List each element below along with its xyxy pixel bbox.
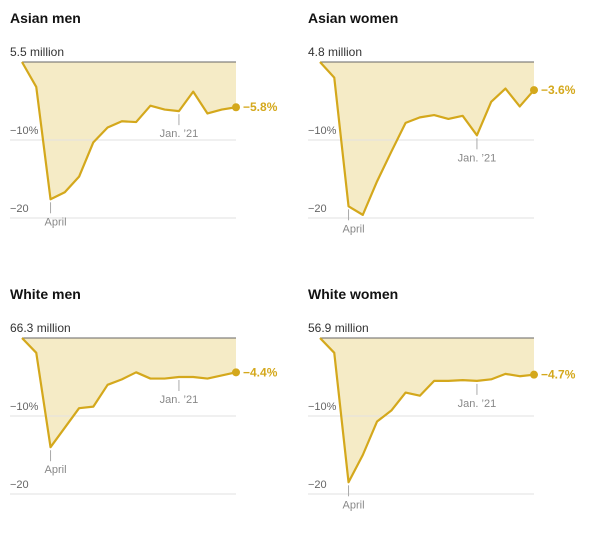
x-annotation: Jan. ’21 (160, 394, 199, 406)
x-annotation: Jan. ’21 (160, 128, 199, 140)
value-label: −3.6% (541, 83, 576, 97)
x-annotation: April (343, 499, 365, 511)
y-tick-label: −10% (308, 125, 337, 137)
y-tick-label: −10% (10, 125, 39, 137)
point (232, 368, 240, 377)
line (319, 61, 535, 216)
panel: Asian men 5.5 million −10% −20 April Jan. ’21… (10, 10, 278, 228)
y-tick-label: −10% (10, 401, 39, 413)
line (21, 337, 237, 449)
panel: White men 66.3 million −10% −20 April Jan. ’2… (10, 286, 278, 495)
y-tick-label: −20 (308, 203, 327, 215)
panel-title: White men (10, 286, 81, 302)
area (320, 62, 534, 215)
y-tick-label: −10% (308, 401, 337, 413)
panel-title: Asian women (308, 10, 398, 26)
value-label: −5.8% (243, 100, 278, 114)
y-tick-label: −20 (10, 203, 29, 215)
x-annotation: April (45, 464, 67, 476)
value-label: −4.7% (541, 368, 576, 382)
area (22, 62, 236, 200)
panel-title: White women (308, 286, 398, 302)
x-annotation: April (45, 216, 67, 228)
y-tick-label: 4.8 million (308, 45, 362, 59)
area (22, 338, 236, 448)
x-annotation: April (343, 223, 365, 235)
value-label: −4.4% (243, 365, 278, 379)
point (530, 86, 538, 95)
y-tick-label: 56.9 million (308, 321, 369, 335)
line (21, 61, 237, 201)
y-tick-label: −20 (10, 479, 29, 491)
panel: White women 56.9 million −10% −20 April Jan. … (308, 286, 576, 511)
y-tick-label: 66.3 million (10, 321, 71, 335)
area (320, 338, 534, 483)
panel-title: Asian men (10, 10, 81, 26)
line (319, 337, 535, 484)
y-tick-label: −20 (308, 479, 327, 491)
point (530, 370, 538, 379)
y-tick-label: 5.5 million (10, 45, 64, 59)
point (232, 103, 240, 112)
panel: Asian women 4.8 million −10% −20 April Jan. ’… (308, 10, 576, 235)
x-annotation: Jan. ’21 (458, 152, 497, 164)
x-annotation: Jan. ’21 (458, 398, 497, 410)
